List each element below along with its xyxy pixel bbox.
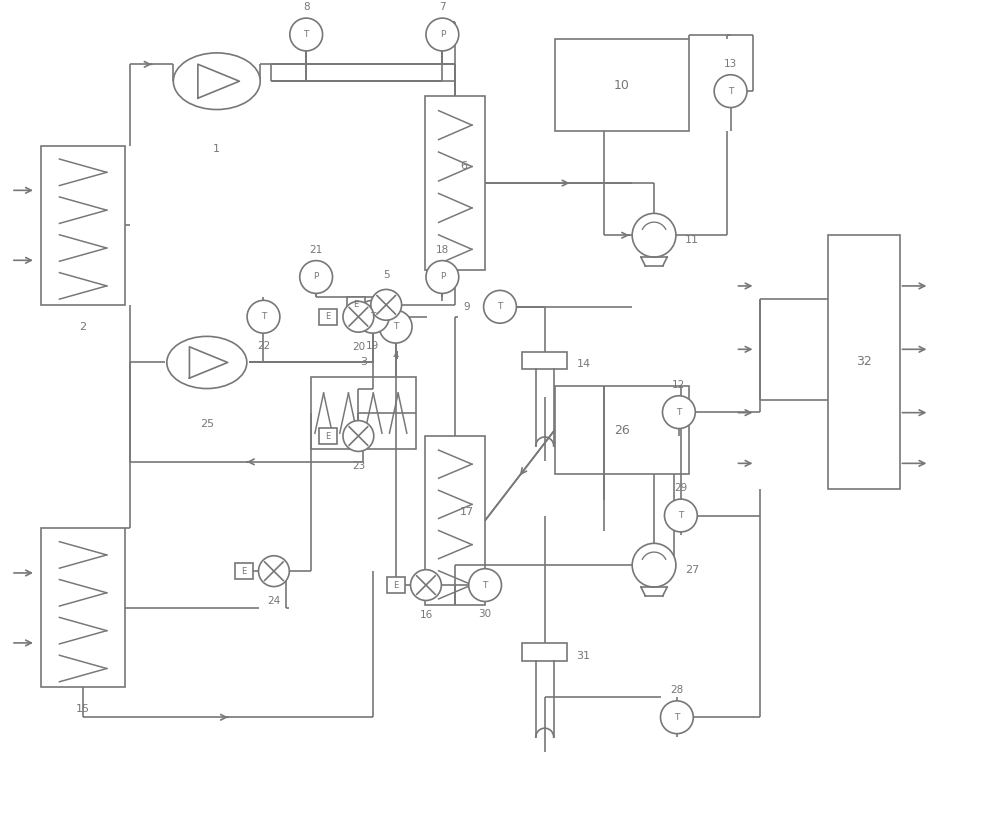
Text: 27: 27 — [685, 565, 699, 575]
Text: 13: 13 — [724, 58, 737, 69]
Circle shape — [356, 300, 389, 333]
Text: 8: 8 — [303, 2, 310, 12]
Text: T: T — [304, 30, 309, 39]
Circle shape — [290, 18, 323, 51]
Bar — [319, 309, 337, 325]
Ellipse shape — [167, 337, 247, 388]
Text: T: T — [370, 312, 375, 321]
Text: 16: 16 — [419, 611, 433, 621]
Text: 22: 22 — [257, 341, 270, 351]
Circle shape — [411, 570, 441, 601]
Text: 7: 7 — [439, 2, 446, 12]
Circle shape — [259, 556, 289, 587]
Ellipse shape — [173, 53, 260, 109]
Bar — [522, 351, 567, 370]
Bar — [425, 436, 485, 605]
Text: 14: 14 — [577, 360, 591, 370]
Text: E: E — [241, 567, 246, 575]
Circle shape — [247, 300, 280, 333]
Text: E: E — [325, 431, 331, 440]
Circle shape — [343, 421, 374, 451]
Text: 15: 15 — [76, 704, 90, 714]
Circle shape — [714, 75, 747, 108]
Circle shape — [343, 301, 374, 332]
Text: 17: 17 — [460, 507, 474, 517]
Circle shape — [484, 291, 516, 323]
Circle shape — [469, 569, 501, 602]
Circle shape — [664, 499, 697, 532]
Bar — [828, 235, 900, 489]
Circle shape — [426, 261, 459, 293]
Bar — [235, 563, 253, 579]
Text: 4: 4 — [392, 351, 399, 361]
Bar — [555, 386, 689, 474]
Text: 9: 9 — [463, 302, 470, 312]
Text: P: P — [313, 272, 319, 281]
Text: 6: 6 — [460, 160, 467, 170]
Text: 29: 29 — [674, 483, 688, 493]
Text: 10: 10 — [614, 79, 630, 91]
Bar — [425, 96, 485, 270]
Circle shape — [426, 18, 459, 51]
Text: E: E — [353, 300, 359, 309]
Text: 20: 20 — [352, 342, 365, 352]
Bar — [311, 378, 416, 449]
Bar — [41, 146, 125, 305]
Text: 5: 5 — [383, 269, 390, 280]
Text: 26: 26 — [614, 424, 630, 436]
Text: T: T — [261, 312, 266, 321]
Text: T: T — [482, 580, 488, 589]
Circle shape — [662, 396, 695, 429]
Bar — [347, 297, 365, 313]
Text: E: E — [325, 312, 331, 321]
Bar — [41, 528, 125, 687]
Text: T: T — [728, 86, 733, 95]
Text: T: T — [676, 407, 682, 416]
Text: 30: 30 — [479, 609, 492, 620]
Text: 25: 25 — [200, 419, 214, 429]
Text: 19: 19 — [366, 341, 379, 351]
Text: 32: 32 — [856, 356, 872, 369]
Text: E: E — [393, 580, 398, 589]
Circle shape — [632, 213, 676, 257]
Text: 2: 2 — [80, 322, 87, 332]
Text: 31: 31 — [577, 651, 591, 661]
Text: T: T — [393, 322, 398, 331]
Text: 21: 21 — [310, 244, 323, 254]
Text: 18: 18 — [436, 244, 449, 254]
Text: 11: 11 — [685, 235, 699, 245]
Bar — [387, 577, 405, 593]
Text: T: T — [674, 713, 680, 722]
Bar — [522, 643, 567, 661]
Text: 24: 24 — [267, 597, 281, 607]
Text: 3: 3 — [360, 357, 367, 367]
Text: 28: 28 — [670, 685, 684, 695]
Bar — [555, 40, 689, 131]
Circle shape — [632, 543, 676, 587]
Text: 23: 23 — [352, 462, 365, 472]
Text: P: P — [440, 30, 445, 39]
Circle shape — [661, 701, 693, 733]
Bar — [319, 428, 337, 444]
Text: T: T — [678, 511, 684, 520]
Circle shape — [379, 310, 412, 343]
Text: 12: 12 — [672, 380, 686, 390]
Text: T: T — [497, 302, 503, 311]
Circle shape — [371, 290, 402, 320]
Circle shape — [300, 261, 333, 293]
Text: 1: 1 — [213, 144, 220, 154]
Text: P: P — [440, 272, 445, 281]
